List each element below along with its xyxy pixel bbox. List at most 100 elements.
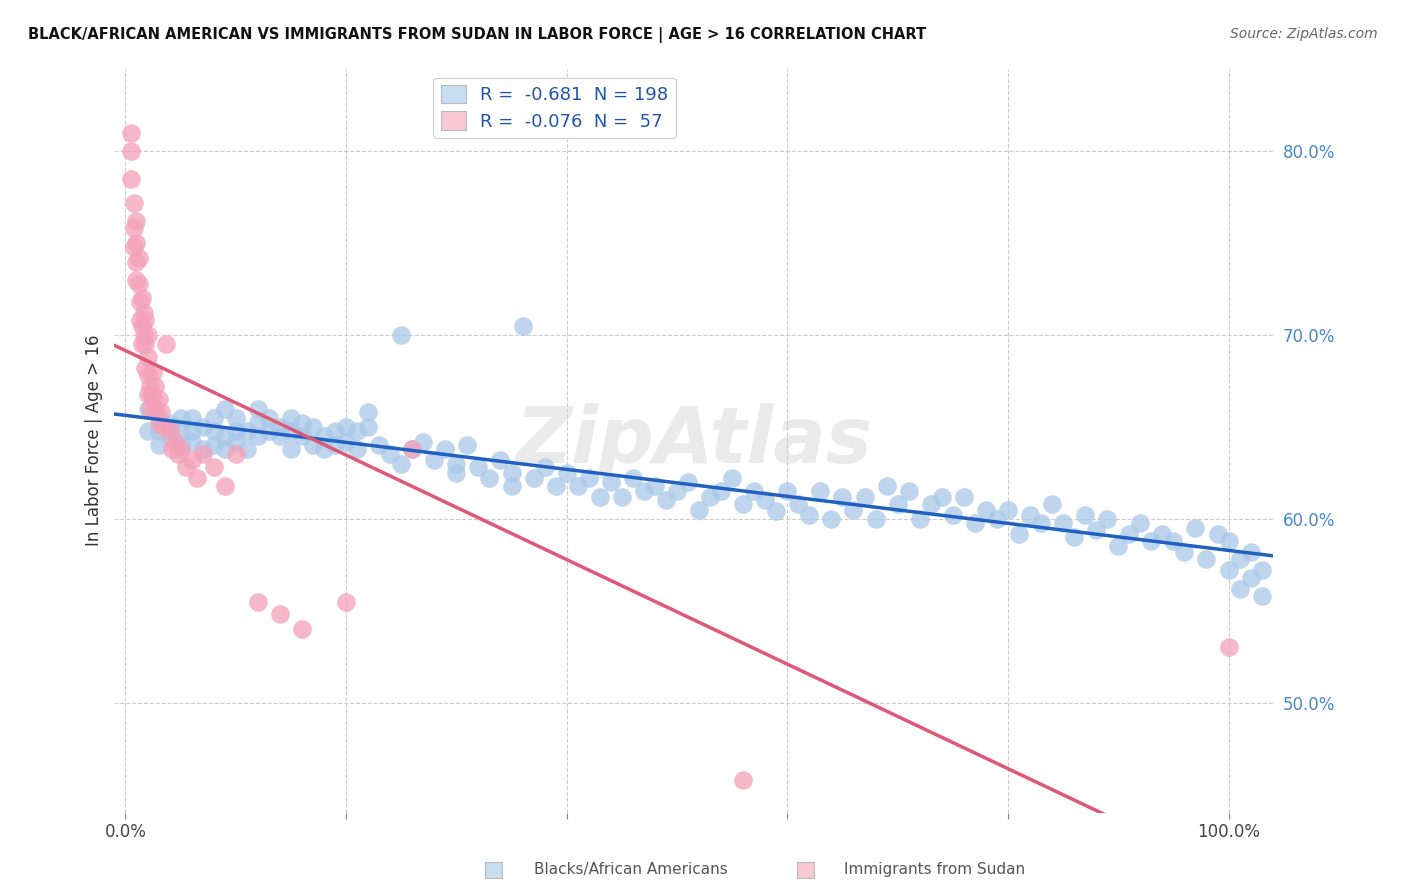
Point — [380, 448, 402, 462]
Point — [134, 313, 156, 327]
Point — [986, 512, 1008, 526]
Point — [186, 471, 208, 485]
Point — [478, 471, 501, 485]
Point — [733, 772, 755, 787]
Point — [1184, 521, 1206, 535]
Point — [148, 438, 170, 452]
Point — [357, 405, 380, 419]
Point — [236, 424, 259, 438]
Point — [180, 424, 202, 438]
Point — [225, 410, 247, 425]
Point — [246, 429, 269, 443]
Point — [257, 410, 280, 425]
Point — [269, 420, 291, 434]
Point — [1140, 533, 1163, 548]
Point — [544, 479, 567, 493]
Point — [842, 502, 865, 516]
Point — [644, 479, 666, 493]
Point — [246, 594, 269, 608]
Point — [280, 410, 302, 425]
Point — [169, 438, 191, 452]
Point — [389, 328, 412, 343]
Point — [754, 493, 776, 508]
Point — [159, 424, 181, 438]
Point — [368, 438, 391, 452]
Point — [434, 442, 457, 456]
Point — [357, 420, 380, 434]
Point — [280, 442, 302, 456]
Point — [134, 306, 156, 320]
Y-axis label: In Labor Force | Age > 16: In Labor Force | Age > 16 — [86, 335, 103, 547]
Point — [346, 424, 368, 438]
Point — [131, 291, 153, 305]
Point — [699, 490, 721, 504]
Point — [148, 424, 170, 438]
Point — [1173, 545, 1195, 559]
Point — [125, 273, 148, 287]
Point — [1040, 497, 1063, 511]
Point — [335, 420, 357, 434]
Point — [202, 424, 225, 438]
Point — [776, 484, 799, 499]
Point — [555, 466, 578, 480]
Point — [931, 490, 953, 504]
Point — [787, 497, 810, 511]
Point — [1218, 563, 1240, 577]
Point — [1129, 516, 1152, 530]
Point — [853, 490, 876, 504]
Point — [567, 479, 589, 493]
Point — [291, 416, 314, 430]
Point — [389, 457, 412, 471]
Point — [125, 214, 148, 228]
Point — [155, 337, 177, 351]
Point — [122, 240, 145, 254]
Point — [134, 337, 156, 351]
Point — [169, 410, 191, 425]
Point — [942, 508, 965, 523]
Point — [143, 379, 166, 393]
Point — [167, 448, 190, 462]
Point — [202, 460, 225, 475]
Point — [489, 453, 512, 467]
Point — [533, 460, 555, 475]
Point — [323, 438, 346, 452]
Point — [120, 171, 142, 186]
Point — [169, 442, 191, 456]
Point — [160, 442, 183, 456]
Point — [139, 387, 162, 401]
Point — [1239, 571, 1261, 585]
Text: BLACK/AFRICAN AMERICAN VS IMMIGRANTS FROM SUDAN IN LABOR FORCE | AGE > 16 CORREL: BLACK/AFRICAN AMERICAN VS IMMIGRANTS FRO… — [28, 27, 927, 43]
Point — [1229, 552, 1251, 566]
Point — [963, 516, 986, 530]
Point — [180, 410, 202, 425]
Point — [120, 126, 142, 140]
Point — [733, 497, 755, 511]
Point — [214, 479, 236, 493]
Point — [346, 442, 368, 456]
Point — [131, 318, 153, 333]
Point — [501, 466, 523, 480]
Point — [633, 484, 655, 499]
Point — [666, 484, 689, 499]
Text: ZipAtlas: ZipAtlas — [515, 402, 872, 479]
Point — [1218, 533, 1240, 548]
Point — [136, 424, 159, 438]
Point — [136, 350, 159, 364]
Point — [153, 420, 176, 434]
Point — [122, 195, 145, 210]
Point — [446, 457, 468, 471]
Point — [159, 416, 181, 430]
Point — [710, 484, 733, 499]
Point — [142, 365, 165, 379]
Point — [128, 251, 150, 265]
Point — [831, 490, 853, 504]
Point — [302, 438, 325, 452]
Point — [578, 471, 600, 485]
Point — [202, 410, 225, 425]
Point — [136, 368, 159, 383]
Point — [1008, 526, 1031, 541]
Point — [808, 484, 831, 499]
Point — [897, 484, 920, 499]
Point — [1206, 526, 1229, 541]
Point — [128, 277, 150, 291]
